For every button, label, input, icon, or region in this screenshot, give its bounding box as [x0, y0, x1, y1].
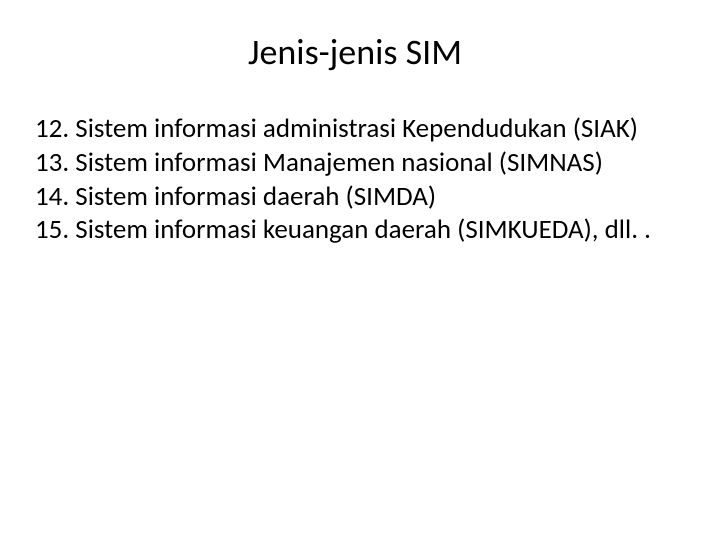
slide-title: Jenis-jenis SIM	[35, 30, 675, 74]
slide-body: 12. Sistem informasi administrasi Kepend…	[35, 112, 675, 247]
list-item: 13. Sistem informasi Manajemen nasional …	[35, 146, 675, 180]
list-item: 12. Sistem informasi administrasi Kepend…	[35, 112, 675, 146]
list-item: 14. Sistem informasi daerah (SIMDA)	[35, 180, 675, 214]
list-item: 15. Sistem informasi keuangan daerah (SI…	[35, 213, 675, 247]
